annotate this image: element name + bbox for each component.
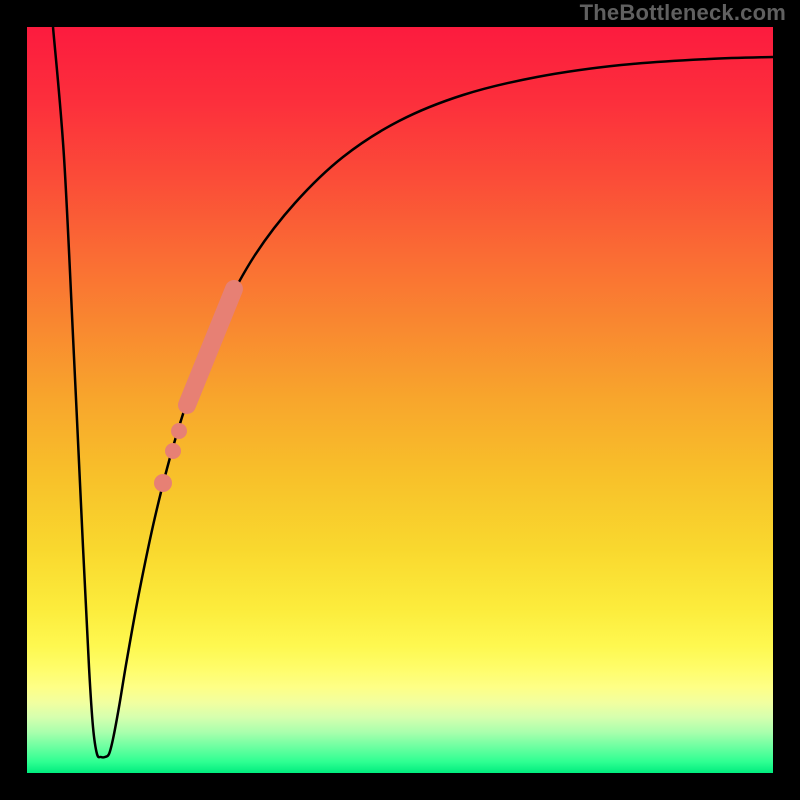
highlight-dot (165, 443, 181, 459)
chart-frame: TheBottleneck.com (0, 0, 800, 800)
attribution-text: TheBottleneck.com (580, 0, 786, 26)
highlight-dot (171, 423, 187, 439)
chart-svg (0, 0, 800, 800)
plot-area (27, 27, 773, 773)
highlight-dot (154, 474, 172, 492)
